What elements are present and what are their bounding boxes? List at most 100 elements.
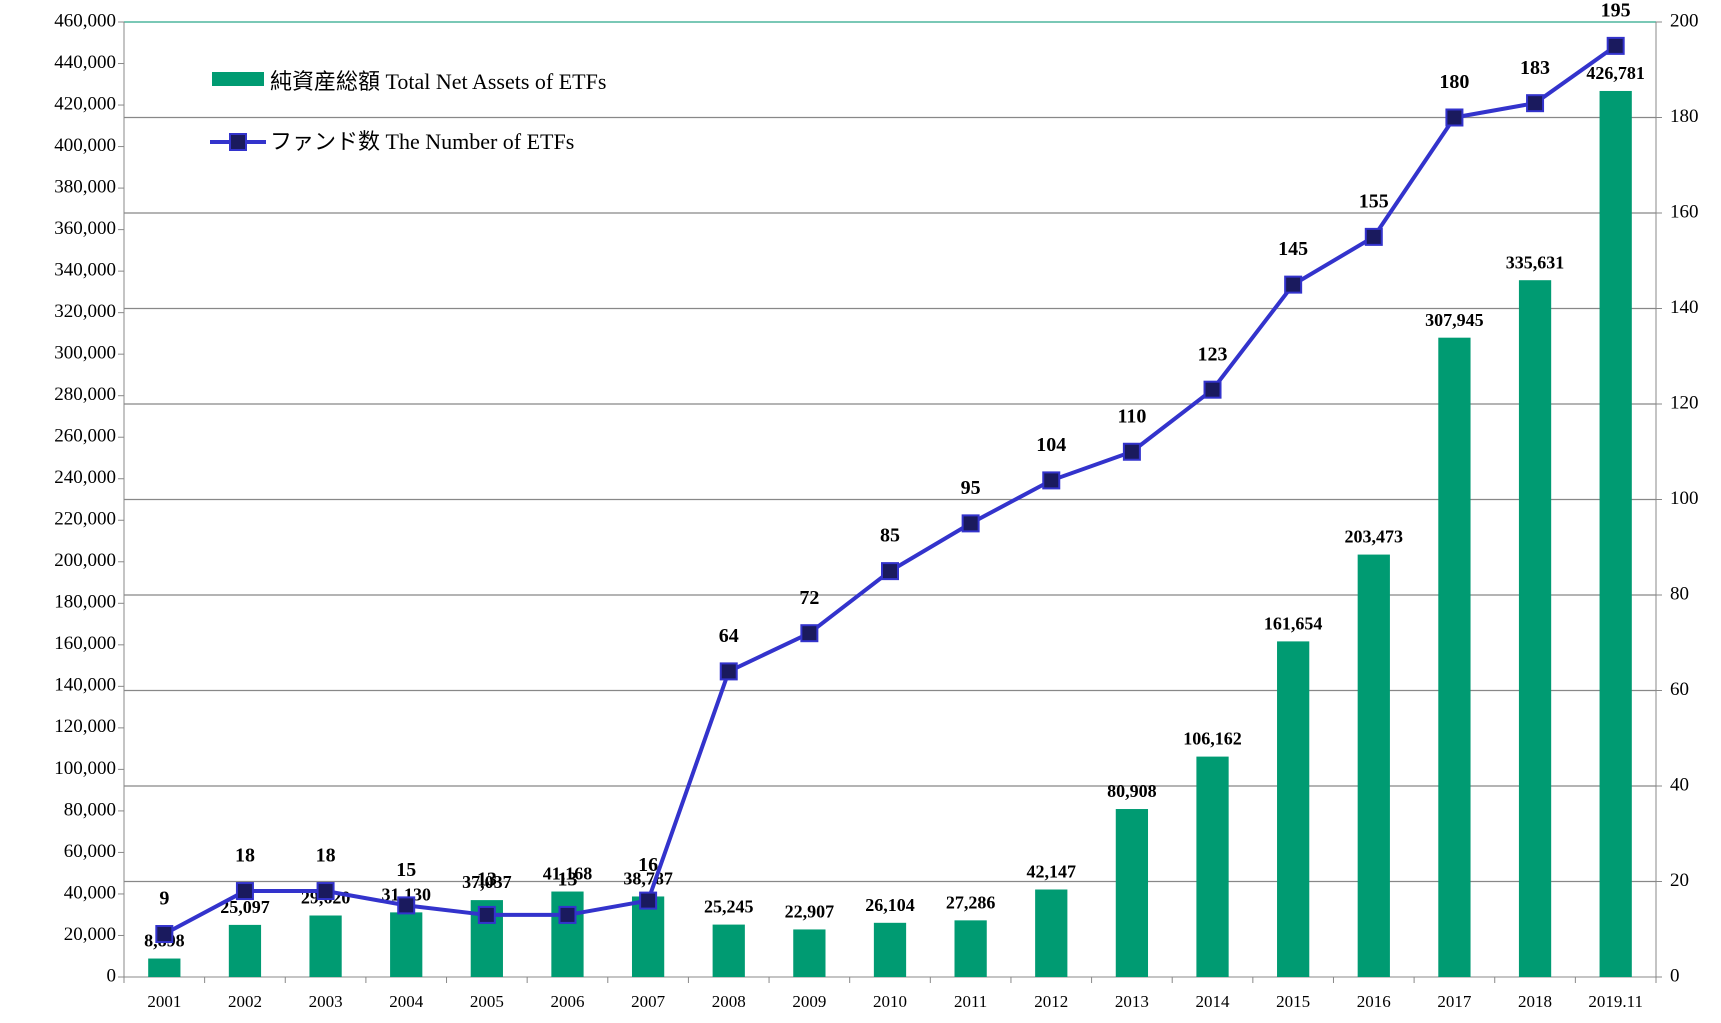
x-tick-label: 2005 <box>470 992 504 1011</box>
bar-value-label: 22,907 <box>785 902 835 922</box>
line-marker <box>800 624 819 643</box>
y2-tick-label: 0 <box>1670 965 1680 986</box>
y2-tick-label: 60 <box>1670 679 1689 700</box>
y-tick-label: 240,000 <box>54 467 116 488</box>
legend-label: 純資産総額 Total Net Assets of ETFs <box>270 69 606 94</box>
bar-value-label: 25,097 <box>220 897 270 917</box>
x-tick-label: 2003 <box>309 992 343 1011</box>
bar <box>631 896 665 977</box>
line-marker <box>1526 94 1545 113</box>
y2-tick-label: 140 <box>1670 297 1699 318</box>
bar <box>1599 90 1632 978</box>
bar <box>551 891 584 977</box>
line-value-label: 85 <box>880 525 900 547</box>
x-tick-label: 2006 <box>550 992 584 1011</box>
bar-value-label: 42,147 <box>1027 862 1077 882</box>
x-tick-label: 2016 <box>1357 992 1391 1011</box>
line-value-label: 18 <box>235 845 255 867</box>
y-tick-label: 180,000 <box>54 592 116 613</box>
x-tick-label: 2017 <box>1437 992 1472 1011</box>
y-tick-label: 160,000 <box>54 633 116 654</box>
x-tick-label: 2011 <box>954 992 987 1011</box>
bar-value-label: 41,168 <box>543 864 593 884</box>
bar <box>309 915 342 977</box>
y-tick-label: 140,000 <box>54 675 116 696</box>
line <box>163 44 1617 936</box>
line-value-label: 15 <box>396 859 416 881</box>
line-marker <box>316 882 335 901</box>
bar-value-label: 38,787 <box>623 869 673 889</box>
y-tick-label: 380,000 <box>54 176 116 197</box>
bar-value-label: 37,037 <box>462 872 512 892</box>
line-value-label: 13 <box>477 869 497 891</box>
y-tick-label: 80,000 <box>64 799 116 820</box>
line-marker <box>397 896 416 915</box>
line-value-label: 16 <box>638 854 658 876</box>
y-tick-label: 40,000 <box>64 882 116 903</box>
x-tick-label: 2012 <box>1034 992 1068 1011</box>
y-tick-label: 280,000 <box>54 384 116 405</box>
legend-swatch <box>212 72 264 86</box>
line-marker <box>961 514 980 533</box>
line-value-label: 123 <box>1198 343 1228 365</box>
line-value-label: 110 <box>1117 405 1146 427</box>
y2-tick-label: 20 <box>1670 870 1689 891</box>
y-tick-label: 20,000 <box>64 924 116 945</box>
bar <box>954 920 987 977</box>
x-tick-label: 2015 <box>1276 992 1310 1011</box>
line-value-label: 95 <box>961 477 981 499</box>
line-marker <box>1122 442 1141 461</box>
line-value-label: 13 <box>557 869 577 891</box>
bar <box>873 922 907 977</box>
line-marker <box>477 905 496 924</box>
bar-value-label: 27,286 <box>946 892 996 912</box>
line-marker <box>1042 471 1061 490</box>
y-tick-label: 120,000 <box>54 716 116 737</box>
y-tick-label: 300,000 <box>54 343 116 364</box>
x-tick-label: 2010 <box>873 992 907 1011</box>
line-value-label: 180 <box>1439 71 1469 93</box>
y-tick-label: 320,000 <box>54 301 116 322</box>
y2-tick-label: 100 <box>1670 488 1699 509</box>
x-tick-label: 2002 <box>228 992 262 1011</box>
bar <box>1277 641 1310 977</box>
bar-value-label: 31,130 <box>381 884 431 904</box>
line-value-label: 18 <box>316 845 336 867</box>
line-value-label: 195 <box>1601 0 1631 21</box>
line-marker <box>1284 275 1303 294</box>
x-tick-label: 2018 <box>1518 992 1552 1011</box>
y-tick-label: 0 <box>107 965 117 986</box>
line-marker <box>1364 227 1383 246</box>
bar <box>793 929 826 977</box>
line-value-label: 145 <box>1278 238 1308 260</box>
line-marker <box>881 562 899 581</box>
y-tick-label: 200,000 <box>54 550 116 571</box>
x-tick-label: 2007 <box>631 992 666 1011</box>
bar <box>1438 337 1471 977</box>
y-tick-label: 360,000 <box>54 218 116 239</box>
x-tick-label: 2019.11 <box>1588 992 1643 1011</box>
line-value-label: 9 <box>159 888 169 910</box>
line-marker <box>1445 108 1464 127</box>
line-value-label: 72 <box>799 587 819 609</box>
line-value-label: 183 <box>1520 57 1550 79</box>
line-value-label: 155 <box>1359 190 1389 212</box>
bar <box>1115 809 1149 977</box>
bar-value-label: 25,245 <box>704 897 754 917</box>
line-value-label: 64 <box>719 625 739 647</box>
bar-value-label: 80,908 <box>1107 781 1157 801</box>
y2-tick-label: 180 <box>1670 106 1699 127</box>
y2-tick-label: 40 <box>1670 774 1689 795</box>
bar <box>390 912 423 977</box>
line-marker <box>1203 380 1222 399</box>
y-tick-label: 220,000 <box>54 509 116 530</box>
y-tick-label: 460,000 <box>54 10 116 31</box>
y2-tick-label: 80 <box>1670 583 1689 604</box>
line-marker <box>1606 36 1625 55</box>
line-value-label: 104 <box>1036 434 1066 456</box>
bar-value-label: 26,104 <box>865 895 915 915</box>
y-tick-label: 60,000 <box>64 841 116 862</box>
x-tick-label: 2013 <box>1115 992 1149 1011</box>
line-marker <box>719 662 738 681</box>
